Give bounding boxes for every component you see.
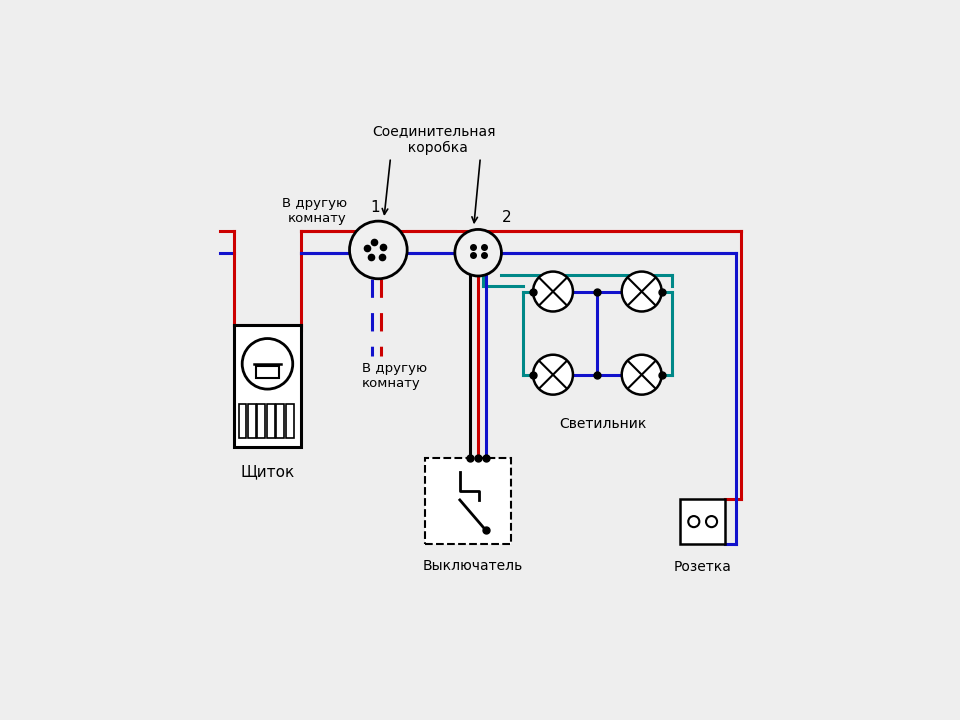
- Bar: [234, 325, 300, 446]
- Bar: [267, 405, 275, 438]
- Circle shape: [349, 221, 407, 279]
- Circle shape: [533, 271, 573, 312]
- Text: В другую
комнату: В другую комнату: [362, 362, 427, 390]
- Text: 2: 2: [502, 210, 512, 225]
- Circle shape: [688, 516, 699, 527]
- Bar: [239, 405, 247, 438]
- Text: Соединительная
  коробка: Соединительная коробка: [372, 125, 495, 155]
- Bar: [286, 405, 294, 438]
- Text: 1: 1: [371, 200, 380, 215]
- Text: В другую
комнату: В другую комнату: [281, 197, 347, 225]
- Bar: [681, 500, 725, 544]
- Text: Светильник: Светильник: [559, 417, 647, 431]
- Circle shape: [242, 338, 293, 389]
- Text: Выключатель: Выключатель: [422, 559, 523, 573]
- Bar: [256, 366, 278, 378]
- Bar: [276, 405, 284, 438]
- Bar: [425, 458, 512, 544]
- Circle shape: [455, 230, 501, 276]
- Circle shape: [533, 355, 573, 395]
- Text: Щиток: Щиток: [240, 464, 295, 480]
- Bar: [248, 405, 255, 438]
- Circle shape: [706, 516, 717, 527]
- Circle shape: [622, 355, 661, 395]
- Circle shape: [622, 271, 661, 312]
- Bar: [257, 405, 265, 438]
- Text: Розетка: Розетка: [674, 560, 732, 575]
